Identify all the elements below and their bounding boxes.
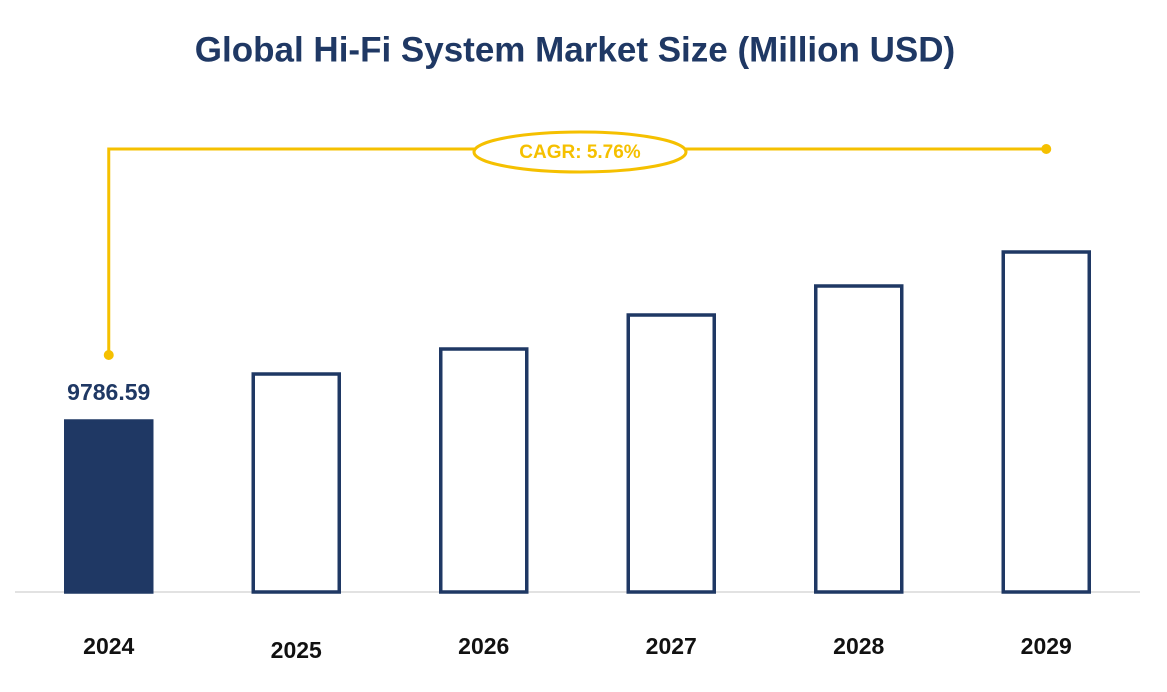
chart-title: Global Hi-Fi System Market Size (Million… [195,30,955,69]
cagr-label: CAGR: 5.76% [519,142,641,163]
x-tick-label: 2024 [83,633,134,659]
x-tick-label: 2025 [271,637,322,663]
x-tick-label: 2026 [458,633,509,659]
x-tick-label: 2027 [646,633,697,659]
bar [626,313,716,594]
x-tick-label: 2029 [1021,633,1072,659]
value-label: 9786.59 [67,379,150,405]
bar [1001,250,1091,594]
cagr-line [107,147,1047,356]
x-tick-label: 2028 [833,633,884,659]
bar [439,347,529,594]
bar [814,284,904,594]
cagr-badge [472,130,688,174]
bar [251,372,341,594]
bar [64,419,154,594]
cagr-dot [103,350,114,361]
cagr-dot [1041,144,1052,154]
